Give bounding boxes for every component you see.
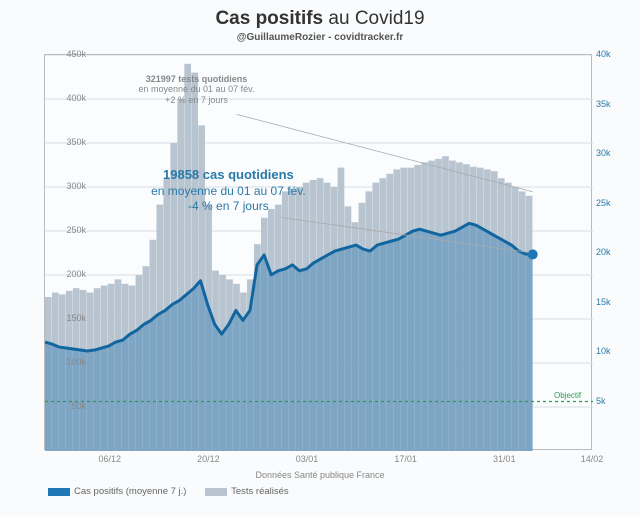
y-left-tick: 200k	[46, 269, 86, 279]
y-left-tick: 100k	[46, 357, 86, 367]
title-bold: Cas positifs	[215, 8, 323, 29]
annotation-tests: 321997 tests quotidiens en moyenne du 01…	[126, 74, 266, 106]
y-left-tick: 150k	[46, 313, 86, 323]
legend-label-tests: Tests réalisés	[231, 486, 289, 497]
x-tick: 06/12	[98, 454, 121, 464]
chart-container: Cas positifs au Covid19 @GuillaumeRozier…	[0, 0, 640, 516]
annot-tests-l1: 321997 tests quotidiens	[126, 74, 266, 85]
y-right-tick: 40k	[596, 49, 636, 59]
y-right-tick: 30k	[596, 148, 636, 158]
plot-svg	[45, 55, 593, 451]
legend: Cas positifs (moyenne 7 j.) Tests réalis…	[48, 486, 305, 497]
y-right-tick: 25k	[596, 198, 636, 208]
annot-tests-l3: +2 % en 7 jours	[126, 95, 266, 106]
y-left-tick: 250k	[46, 225, 86, 235]
chart-footer: Données Santé publique France	[0, 470, 640, 480]
legend-swatch-tests	[205, 488, 227, 496]
annot-tests-l2: en moyenne du 01 au 07 fév.	[126, 84, 266, 95]
title-rest: au Covid19	[323, 8, 424, 29]
annotation-cases: 19858 cas quotidiens en moyenne du 01 au…	[118, 167, 338, 215]
chart-subtitle: @GuillaumeRozier - covidtracker.fr	[6, 32, 634, 43]
x-tick: 20/12	[197, 454, 220, 464]
chart-title: Cas positifs au Covid19	[6, 8, 634, 30]
y-left-tick: 450k	[46, 49, 86, 59]
y-left-tick: 400k	[46, 93, 86, 103]
x-tick: 03/01	[296, 454, 319, 464]
y-left-tick: 350k	[46, 137, 86, 147]
annot-cases-l3: -4 % en 7 jours	[118, 199, 338, 215]
annot-cases-l2: en moyenne du 01 au 07 fév.	[118, 184, 338, 200]
plot-area	[44, 54, 592, 450]
objectif-label: Objectif	[554, 391, 581, 400]
y-right-tick: 20k	[596, 247, 636, 257]
y-right-tick: 5k	[596, 396, 636, 406]
y-right-tick: 15k	[596, 297, 636, 307]
y-right-tick: 35k	[596, 99, 636, 109]
legend-swatch-cases	[48, 488, 70, 496]
x-tick: 31/01	[493, 454, 516, 464]
y-left-tick: 50k	[46, 401, 86, 411]
x-tick: 14/02	[581, 454, 604, 464]
annot-cases-l1: 19858 cas quotidiens	[118, 167, 338, 184]
y-right-tick: 10k	[596, 346, 636, 356]
x-tick: 17/01	[394, 454, 417, 464]
y-left-tick: 300k	[46, 181, 86, 191]
legend-label-cases: Cas positifs (moyenne 7 j.)	[74, 486, 186, 497]
